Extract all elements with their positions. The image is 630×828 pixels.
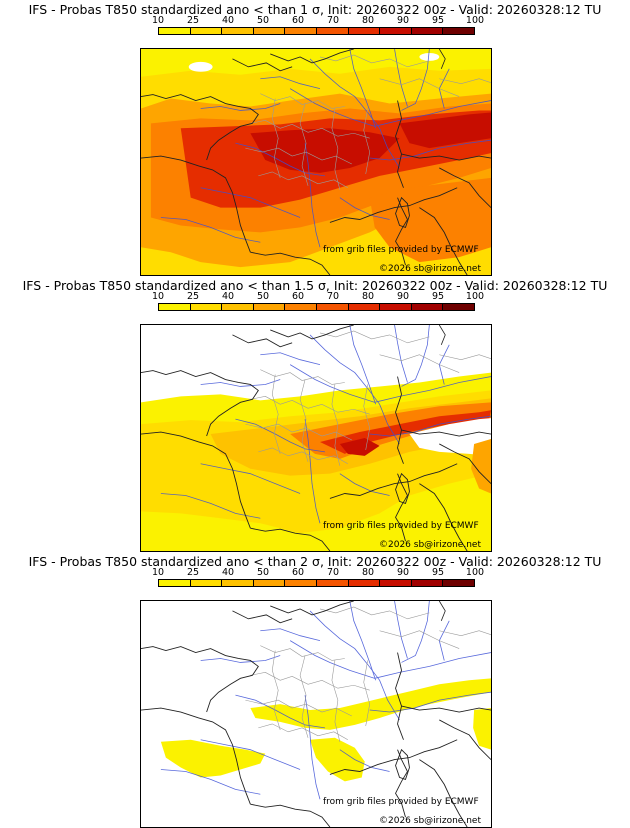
colorbar-bin xyxy=(285,304,317,310)
colorbar-tick: 80 xyxy=(361,291,375,302)
colorbar-tick: 70 xyxy=(326,15,340,26)
colorbar-bin xyxy=(222,28,254,34)
colorbar-tick: 60 xyxy=(291,15,305,26)
colorbar-tick: 10 xyxy=(151,15,165,26)
colorbar-tick: 10 xyxy=(151,567,165,578)
colorbar xyxy=(158,579,475,587)
field-gap xyxy=(419,52,440,61)
colorbar-tick: 25 xyxy=(186,15,200,26)
colorbar-bin xyxy=(316,304,349,310)
probability-map: from grib files provided by ECMWF ©2026 … xyxy=(140,324,492,552)
colorbar-bin xyxy=(190,580,223,586)
copyright: ©2026 sb@irizone.net xyxy=(379,816,481,826)
colorbar-bin xyxy=(411,304,444,310)
colorbar xyxy=(158,27,475,35)
copyright: ©2026 sb@irizone.net xyxy=(379,540,481,550)
colorbar-tick: 50 xyxy=(256,15,270,26)
colorbar-bin xyxy=(348,28,381,34)
colorbar-tick: 60 xyxy=(291,567,305,578)
colorbar-bin xyxy=(253,580,286,586)
colorbar-bin xyxy=(253,28,286,34)
field-band xyxy=(471,438,491,494)
field-band xyxy=(160,739,266,778)
probability-map: from grib files provided by ECMWF ©2026 … xyxy=(140,600,492,828)
map-canvas xyxy=(141,601,491,827)
colorbar xyxy=(158,303,475,311)
colorbar-tick: 80 xyxy=(361,567,375,578)
colorbar-tick: 95 xyxy=(431,15,445,26)
field-band xyxy=(369,177,491,263)
colorbar-tick: 70 xyxy=(326,567,340,578)
colorbar-bin xyxy=(380,28,412,34)
colorbar-tick: 25 xyxy=(186,567,200,578)
panel-title: IFS - Probas T850 standardized ano < tha… xyxy=(28,554,602,569)
colorbar-bin xyxy=(348,580,381,586)
colorbar-tick: 80 xyxy=(361,15,375,26)
colorbar-bin xyxy=(411,28,444,34)
colorbar-tick: 60 xyxy=(291,291,305,302)
colorbar-bin xyxy=(443,580,474,586)
colorbar-tick: 40 xyxy=(221,291,235,302)
colorbar-tick: 90 xyxy=(396,291,410,302)
colorbar-bin xyxy=(253,304,286,310)
colorbar-tick: 50 xyxy=(256,567,270,578)
colorbar-bin xyxy=(380,580,412,586)
field-band xyxy=(141,49,491,77)
panel-title: IFS - Probas T850 standardized ano < tha… xyxy=(22,278,608,293)
colorbar-bin xyxy=(380,304,412,310)
colorbar-bin xyxy=(190,28,223,34)
colorbar-bin xyxy=(285,28,317,34)
field-gap xyxy=(409,418,491,456)
panel-title: IFS - Probas T850 standardized ano < tha… xyxy=(28,2,602,17)
colorbar-tick: 25 xyxy=(186,291,200,302)
field-gap xyxy=(188,61,213,72)
colorbar-bin xyxy=(285,580,317,586)
colorbar-bin xyxy=(316,580,349,586)
data-credit: from grib files provided by ECMWF xyxy=(323,521,479,531)
panel-2: IFS - Probas T850 standardized ano < tha… xyxy=(0,276,630,552)
map-canvas xyxy=(141,325,491,551)
colorbar-tick: 100 xyxy=(465,567,485,578)
colorbar-bin xyxy=(190,304,223,310)
colorbar-tick: 100 xyxy=(465,15,485,26)
colorbar-bin xyxy=(411,580,444,586)
field-band xyxy=(250,128,400,173)
field-band xyxy=(250,678,491,730)
colorbar-tick: 95 xyxy=(431,291,445,302)
field-band xyxy=(399,112,491,149)
colorbar-tick: 90 xyxy=(396,567,410,578)
colorbar-bin xyxy=(159,304,191,310)
colorbar-tick: 40 xyxy=(221,567,235,578)
probability-map: from grib files provided by ECMWF ©2026 … xyxy=(140,48,492,276)
colorbar-tick: 40 xyxy=(221,15,235,26)
colorbar-tick: 90 xyxy=(396,15,410,26)
colorbar-bin xyxy=(443,304,474,310)
colorbar-tick: 50 xyxy=(256,291,270,302)
data-credit: from grib files provided by ECMWF xyxy=(323,245,479,255)
panel-1: IFS - Probas T850 standardized ano < tha… xyxy=(0,0,630,276)
colorbar-tick: 70 xyxy=(326,291,340,302)
copyright: ©2026 sb@irizone.net xyxy=(379,264,481,274)
data-credit: from grib files provided by ECMWF xyxy=(323,797,479,807)
field-band xyxy=(473,708,491,750)
colorbar-bin xyxy=(159,28,191,34)
colorbar-tick: 95 xyxy=(431,567,445,578)
field-band xyxy=(339,438,380,456)
colorbar-bin xyxy=(159,580,191,586)
colorbar-bin xyxy=(316,28,349,34)
colorbar-bin xyxy=(348,304,381,310)
panel-3: IFS - Probas T850 standardized ano < tha… xyxy=(0,552,630,828)
map-canvas xyxy=(141,49,491,275)
colorbar-bin xyxy=(443,28,474,34)
colorbar-bin xyxy=(222,304,254,310)
colorbar-tick: 10 xyxy=(151,291,165,302)
colorbar-bin xyxy=(222,580,254,586)
colorbar-tick: 100 xyxy=(465,291,485,302)
